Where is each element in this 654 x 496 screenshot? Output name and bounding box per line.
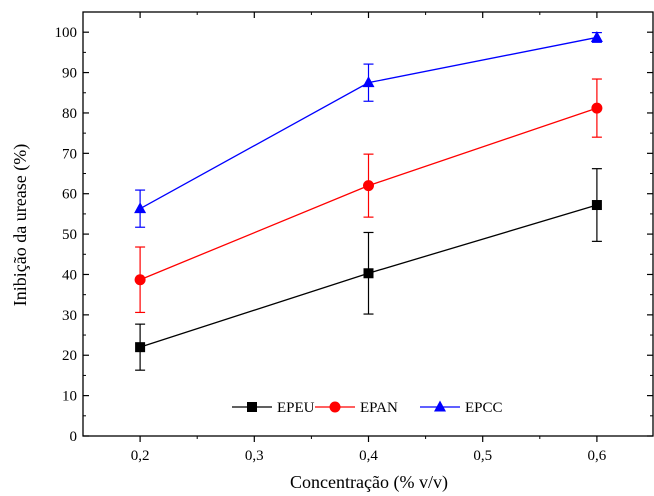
legend-marker	[329, 401, 341, 413]
legend-item-epeu: EPEU	[232, 400, 315, 416]
data-point	[363, 268, 374, 279]
y-tick-label: 10	[62, 389, 77, 405]
y-tick-label: 0	[70, 429, 78, 445]
data-point	[362, 76, 375, 88]
axes: 0 10 20 30 40 50 60 70 80 90 100 0,2 0,3 0,4 0,5 0,6	[55, 11, 654, 464]
y-tick-label: 90	[62, 66, 77, 82]
legend-item-epan: EPAN	[315, 400, 398, 416]
x-tick-label: 0,3	[245, 448, 264, 464]
legend-label: EPAN	[360, 400, 398, 416]
x-tick-label: 0,4	[359, 448, 378, 464]
x-tick-label: 0,2	[131, 448, 150, 464]
data-point	[135, 342, 146, 353]
y-tick-label: 70	[62, 146, 77, 162]
data-point	[591, 200, 602, 211]
y-axis-title: Inibição da urease (%)	[10, 144, 31, 306]
legend-label: EPEU	[277, 400, 315, 416]
legend-marker	[247, 402, 257, 412]
data-point	[134, 202, 147, 214]
legend-item-epcc: EPCC	[420, 400, 503, 416]
data-point	[363, 180, 374, 192]
data-point	[134, 274, 146, 286]
y-tick-label: 80	[62, 106, 77, 122]
x-tick-label: 0,5	[473, 448, 492, 464]
series-layer	[134, 30, 603, 371]
x-axis-title: Concentração (% v/v)	[290, 472, 448, 493]
series-epcc	[134, 30, 603, 228]
series-epeu	[135, 168, 602, 371]
x-tick-label: 0,6	[588, 448, 607, 464]
y-tick-label: 50	[62, 227, 77, 243]
legend-marker	[434, 400, 446, 412]
series-epan	[134, 78, 603, 314]
y-tick-label: 30	[62, 308, 77, 324]
y-tick-label: 40	[62, 267, 77, 283]
y-tick-label: 60	[62, 187, 77, 203]
legend-label: EPCC	[465, 400, 503, 416]
legend: EPEU EPAN EPCC	[232, 400, 503, 416]
y-tick-label: 20	[62, 348, 77, 364]
data-point	[591, 102, 603, 114]
data-point	[590, 30, 603, 42]
y-tick-label: 100	[55, 25, 78, 41]
